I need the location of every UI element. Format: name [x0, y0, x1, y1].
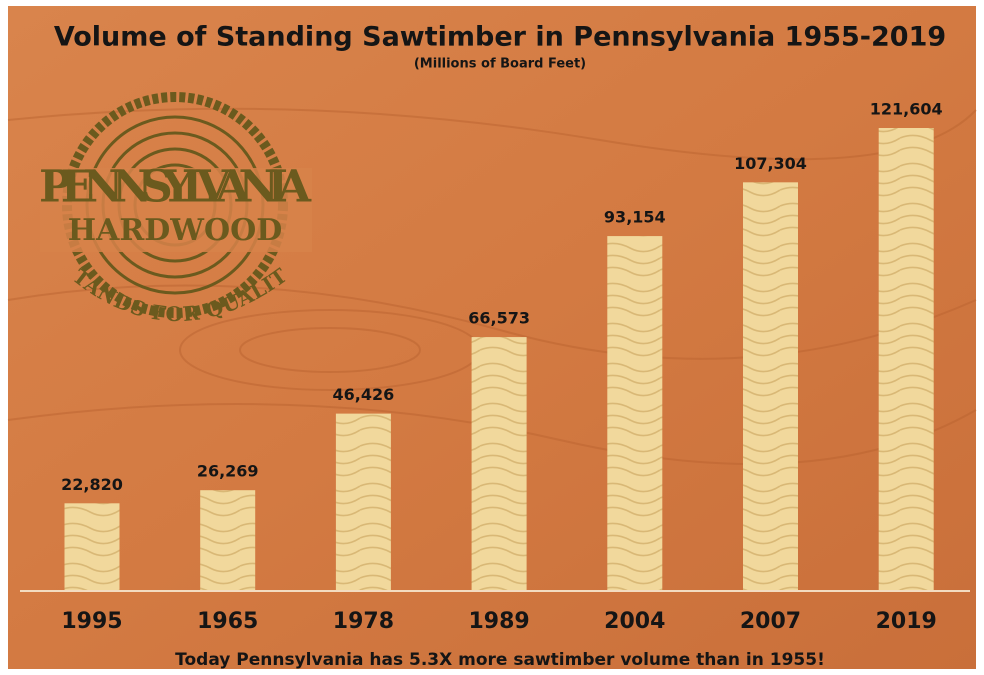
x-tick-label: 1965 [197, 609, 258, 634]
value-label: 46,426 [333, 385, 395, 404]
logo-product: HARDWOOD [68, 213, 283, 248]
value-label: 93,154 [604, 208, 666, 227]
value-label: 121,604 [870, 100, 943, 119]
bar [64, 503, 120, 590]
chart-note: Today Pennsylvania has 5.3X more sawtimb… [175, 650, 825, 670]
value-label: 107,304 [734, 154, 807, 173]
bar [878, 128, 934, 590]
x-tick-label: 1989 [468, 609, 529, 634]
bar [200, 490, 256, 590]
value-label: 26,269 [197, 462, 259, 481]
x-tick-label: 1978 [333, 609, 394, 634]
bar [607, 236, 663, 591]
bar [471, 337, 527, 590]
value-label: 66,573 [468, 309, 530, 328]
chart-subtitle: (Millions of Board Feet) [414, 57, 586, 72]
bar [743, 182, 798, 591]
x-tick-label: 2007 [740, 609, 801, 634]
logo-name: PENNSYLVANIA [39, 162, 312, 213]
chart-title: Volume of Standing Sawtimber in Pennsylv… [54, 22, 946, 53]
x-tick-label: 2019 [876, 609, 937, 634]
x-tick-label: 1995 [61, 609, 122, 634]
value-label: 22,820 [61, 475, 123, 494]
bar [335, 413, 391, 590]
x-tick-label: 2004 [604, 609, 665, 634]
